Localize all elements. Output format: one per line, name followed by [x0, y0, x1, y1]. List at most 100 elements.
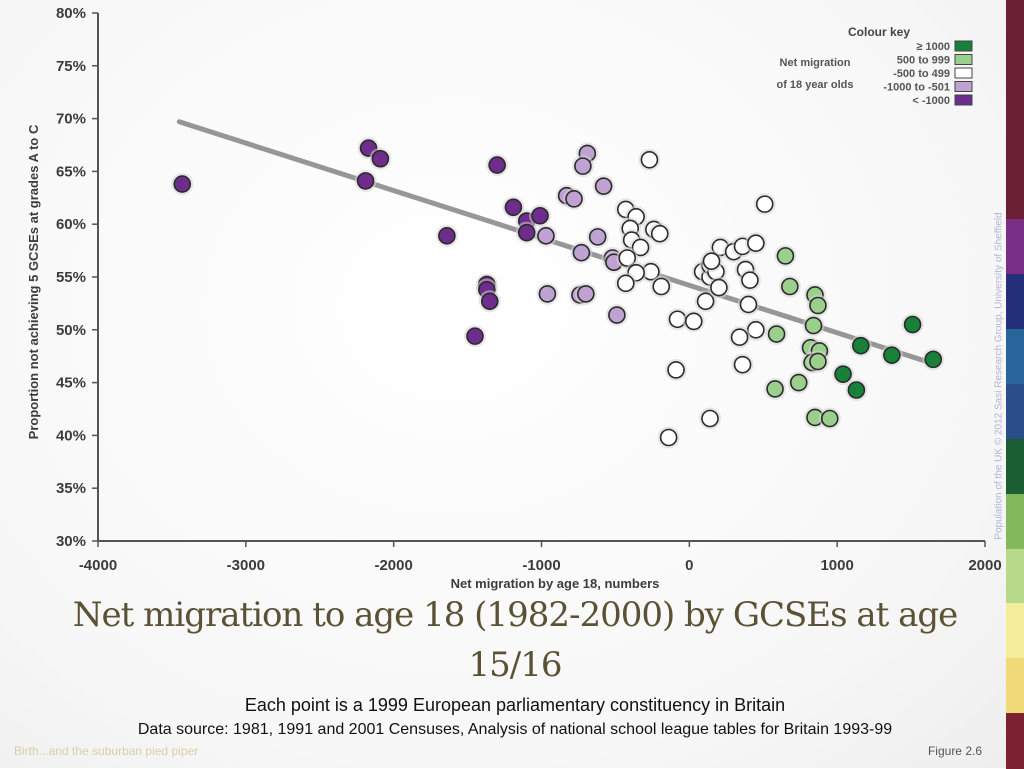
chart-legend: Colour key Net migration of 18 year olds ≥ … [776, 25, 973, 107]
y-tick-label: 80% [56, 5, 86, 22]
scatter-chart: -4000 -3000 -2000 -1000 0 1000 2000 30% 35% 40% 45… [26, 5, 1002, 591]
data-point [594, 177, 613, 195]
data-point [572, 243, 591, 262]
data-point [852, 336, 870, 355]
data-point [480, 292, 499, 311]
data-point [650, 224, 669, 243]
data-point [652, 277, 671, 296]
color-stripe [1006, 109, 1024, 166]
y-tick-label: 55% [56, 269, 86, 286]
data-point [577, 285, 595, 303]
color-stripe [1006, 603, 1024, 660]
color-stripe [1006, 164, 1024, 221]
color-stripe [1006, 329, 1024, 385]
color-stripe [1006, 274, 1024, 331]
chart-axes: -4000 -3000 -2000 -1000 0 1000 2000 30% 35% 40% 45… [26, 5, 1002, 591]
y-tick-label: 40% [56, 427, 86, 444]
data-point [747, 234, 765, 253]
data-point [883, 346, 901, 364]
color-stripe [1006, 219, 1024, 276]
y-tick-label: 75% [56, 58, 86, 75]
data-point [517, 223, 536, 242]
color-stripe [1006, 54, 1024, 111]
data-point [701, 409, 719, 428]
data-point [747, 320, 765, 339]
data-point [565, 190, 583, 208]
side-credit: Population of the UK © 2012 Sasi Researc… [993, 212, 1005, 540]
data-point [356, 172, 375, 190]
data-point [696, 292, 715, 311]
x-tick-label: 0 [685, 557, 693, 574]
data-point [537, 227, 555, 245]
data-point [684, 312, 703, 331]
data-point [616, 274, 635, 293]
data-point [504, 198, 523, 217]
x-tick-label: 1000 [820, 557, 853, 574]
data-point [804, 316, 823, 335]
data-point [608, 306, 626, 324]
footer-left: Birth...and the suburban pied piper [14, 744, 199, 758]
data-point [809, 296, 827, 315]
data-point [820, 409, 839, 428]
slide-title: Net migration to age 18 (1982-2000) by G… [72, 595, 959, 685]
legend-entry-label: -500 to 499 [893, 68, 950, 80]
data-point [640, 150, 659, 169]
legend-swatch [954, 94, 973, 106]
data-point [733, 355, 752, 374]
data-point [488, 156, 506, 174]
data-point [574, 157, 592, 175]
data-point [809, 352, 827, 371]
data-points [171, 137, 945, 449]
y-tick-label: 60% [56, 216, 86, 233]
color-stripe [1006, 493, 1024, 550]
data-point [767, 325, 786, 343]
color-stripe [1006, 0, 1024, 56]
legend-swatch [954, 67, 973, 79]
legend-entry-label: < -1000 [912, 95, 950, 107]
data-point [173, 175, 192, 193]
data-point [776, 247, 795, 265]
legend-caption: Net migration [780, 57, 851, 69]
legend-entry-label: ≥ 1000 [916, 41, 950, 53]
data-point [741, 271, 759, 289]
data-point [924, 350, 943, 369]
y-tick-label: 45% [56, 375, 86, 392]
data-point [781, 277, 799, 296]
data-point [538, 285, 557, 303]
data-point [730, 328, 749, 346]
data-point [618, 249, 637, 267]
data-point [739, 295, 758, 314]
y-tick-label: 65% [56, 163, 86, 180]
legend-title: Colour key [848, 25, 910, 39]
x-tick-label: 2000 [968, 557, 1001, 574]
legend-swatch [954, 40, 973, 52]
data-point [631, 238, 650, 257]
data-point [766, 380, 784, 398]
data-point [466, 327, 484, 345]
color-stripe [1006, 438, 1024, 495]
color-stripe [1006, 713, 1024, 769]
data-point [667, 361, 685, 379]
y-tick-label: 30% [56, 533, 86, 550]
data-point [710, 278, 728, 297]
data-point [659, 428, 678, 447]
legend-caption: of 18 year olds [776, 79, 853, 91]
data-point [903, 315, 922, 334]
x-tick-label: -4000 [79, 557, 117, 574]
data-point [847, 381, 866, 399]
x-tick-label: -2000 [374, 557, 412, 574]
y-axis-label: Proportion not achieving 5 GCSEs at grad… [26, 124, 41, 439]
data-point [371, 149, 390, 168]
legend-entry-label: 500 to 999 [897, 55, 950, 67]
x-tick-label: -1000 [522, 557, 560, 574]
y-tick-label: 50% [56, 322, 86, 339]
figure-number: Figure 2.6 [927, 744, 982, 758]
color-stripe [1006, 658, 1024, 715]
y-tick-label: 35% [56, 480, 86, 497]
color-stripe [1006, 384, 1024, 440]
data-point [755, 195, 774, 213]
x-axis-label: Net migration by age 18, numbers [451, 576, 660, 591]
data-point [834, 365, 852, 383]
caption-line-2: Data source: 1981, 1991 and 2001 Censuse… [137, 721, 893, 738]
legend-entry-label: -1000 to -501 [883, 82, 950, 94]
